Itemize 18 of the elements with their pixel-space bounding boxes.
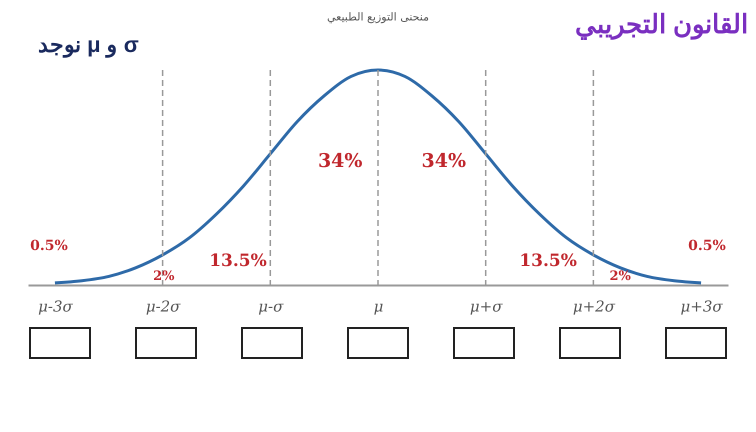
x-tick-label: μ: [374, 298, 384, 316]
annotation: 0.5%: [30, 238, 68, 254]
annotation: 34%: [422, 150, 466, 172]
annotation: 34%: [318, 150, 362, 172]
chart-subtitle: نوجد μ و σ: [38, 32, 139, 58]
x-tick-label: μ+σ: [470, 298, 504, 316]
annotation: 0.5%: [688, 238, 726, 254]
x-tick-label: μ-3σ: [38, 298, 74, 316]
x-tick-label: μ+2σ: [572, 298, 616, 316]
annotation: 2%: [609, 268, 632, 284]
text: منحنى التوزيع الطبيعي: [327, 10, 430, 24]
x-tick-label: μ-σ: [258, 298, 284, 316]
annotation: 2%: [153, 268, 176, 284]
annotation: 13.5%: [209, 250, 267, 271]
x-tick-label: μ-2σ: [146, 298, 182, 316]
annotation: 13.5%: [519, 250, 577, 271]
chart-title: القانون التجريبي: [574, 9, 748, 40]
x-tick-label: μ+3σ: [680, 298, 724, 316]
